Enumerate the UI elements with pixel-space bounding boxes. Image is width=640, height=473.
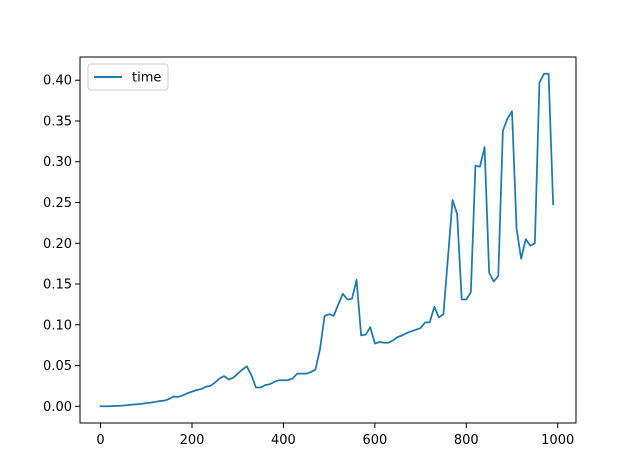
y-tick-label: 0.20 xyxy=(43,237,72,252)
y-tick-label: 0.05 xyxy=(43,359,72,374)
x-tick-label: 200 xyxy=(180,433,205,448)
y-tick-label: 0.30 xyxy=(43,155,72,170)
x-tick-label: 800 xyxy=(454,433,479,448)
y-tick-label: 0.35 xyxy=(43,114,72,129)
x-axis: 0 200 400 600 800 1000 xyxy=(96,423,574,448)
y-tick-label: 0.00 xyxy=(43,400,72,415)
y-tick-label: 0.25 xyxy=(43,196,72,211)
y-axis: 0.00 0.05 0.10 0.15 0.20 0.25 0.30 0.35 0.40 xyxy=(43,74,80,415)
x-tick-label: 0 xyxy=(96,433,104,448)
x-tick-label: 1000 xyxy=(541,433,574,448)
series-line-time xyxy=(99,72,555,408)
x-tick-label: 400 xyxy=(271,433,296,448)
legend-box xyxy=(87,63,169,91)
y-tick-label: 0.15 xyxy=(43,278,72,293)
plot-area xyxy=(99,72,555,408)
legend: time xyxy=(87,63,169,91)
y-tick-label: 0.40 xyxy=(43,74,72,89)
y-tick-label: 0.10 xyxy=(43,318,72,333)
legend-entry-time: time xyxy=(132,71,161,86)
x-tick-label: 600 xyxy=(362,433,387,448)
axes-frame xyxy=(79,56,577,424)
